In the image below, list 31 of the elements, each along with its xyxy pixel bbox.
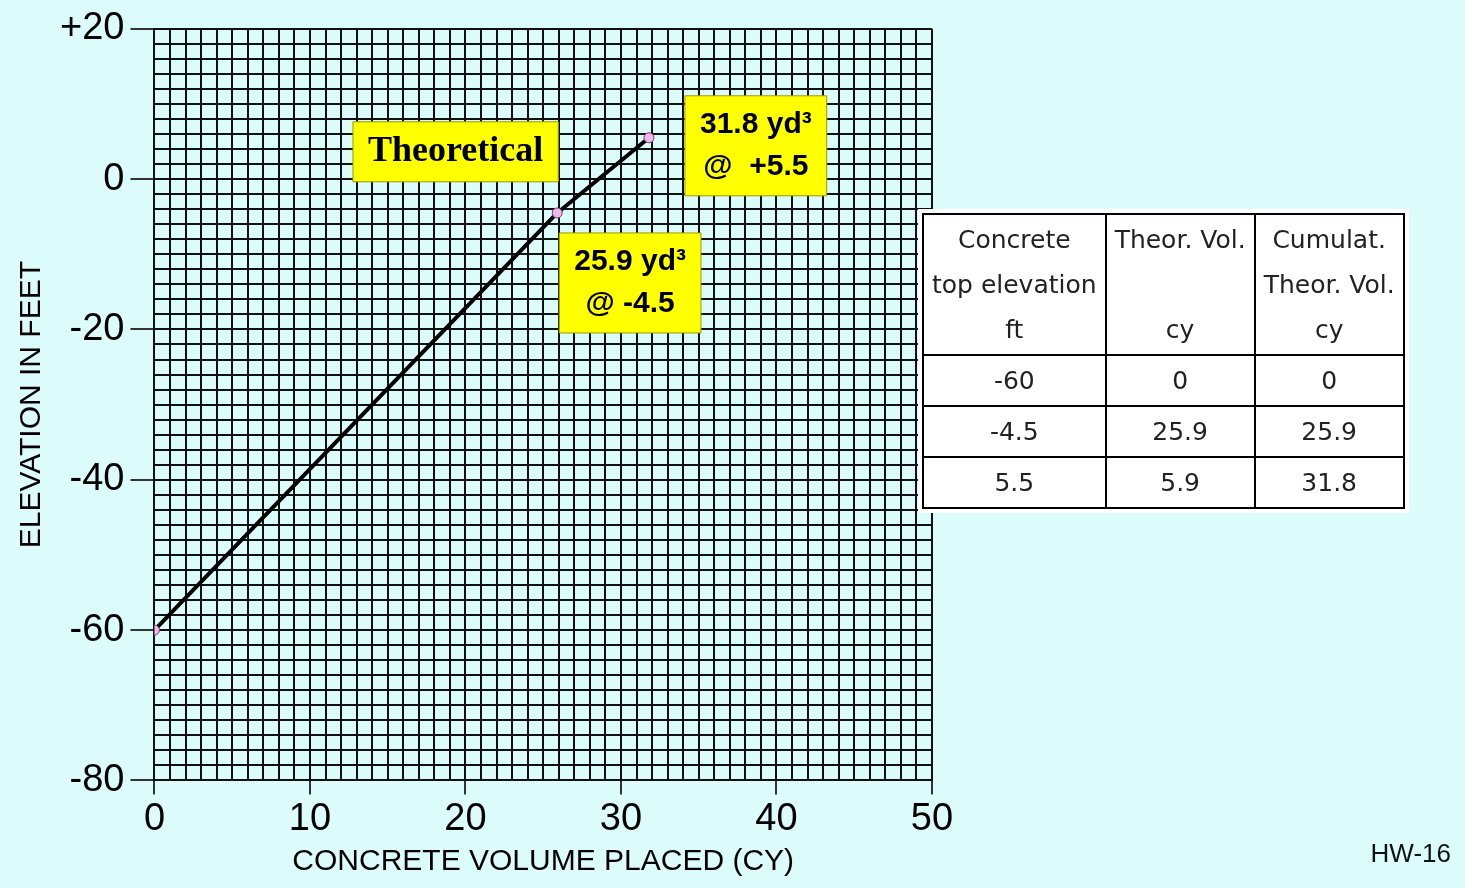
y-tick-label: -60 xyxy=(69,606,125,649)
y-tick-label: -20 xyxy=(69,305,125,348)
y-tick-label: -80 xyxy=(69,756,125,799)
text: -60 xyxy=(923,355,1106,406)
text: 25.9 xyxy=(1105,406,1255,457)
text: 31.8 xyxy=(1254,457,1404,508)
x-tick-label: 50 xyxy=(910,795,954,838)
x-tick-label: 0 xyxy=(143,795,166,838)
x-tick-label: 30 xyxy=(599,795,643,838)
text: -4.5 xyxy=(923,406,1106,457)
text: 5.5 xyxy=(923,457,1106,508)
text: HW-16 xyxy=(1370,838,1451,869)
x-tick-label: 20 xyxy=(444,795,487,838)
series-label: Theoretical xyxy=(367,129,544,170)
text: Theor. Vol. cy xyxy=(1263,270,1395,344)
y-axis-title: ELEVATION IN FEET xyxy=(13,260,47,549)
text: 25.9 xyxy=(1254,406,1404,457)
text: 0 xyxy=(1254,355,1404,406)
text: Concrete top elevation ft xyxy=(923,214,1106,355)
x-tick-label: 40 xyxy=(755,795,798,838)
text: Cumulat. xyxy=(1272,225,1386,254)
annotation: 25.9 yd³ @ -4.5 xyxy=(574,243,686,319)
text: Theor. Vol. cy xyxy=(1114,225,1246,344)
y-tick-label: 0 xyxy=(103,155,125,198)
text: 5.9 xyxy=(1105,457,1255,508)
text: 0 xyxy=(1105,355,1255,406)
x-tick-label: 10 xyxy=(288,795,332,838)
x-axis-title: CONCRETE VOLUME PLACED (CY) xyxy=(292,843,795,877)
y-tick-label: -40 xyxy=(69,456,125,499)
y-tick-label: +20 xyxy=(59,5,125,48)
annotation: 31.8 yd³ @ +5.5 xyxy=(699,106,812,182)
